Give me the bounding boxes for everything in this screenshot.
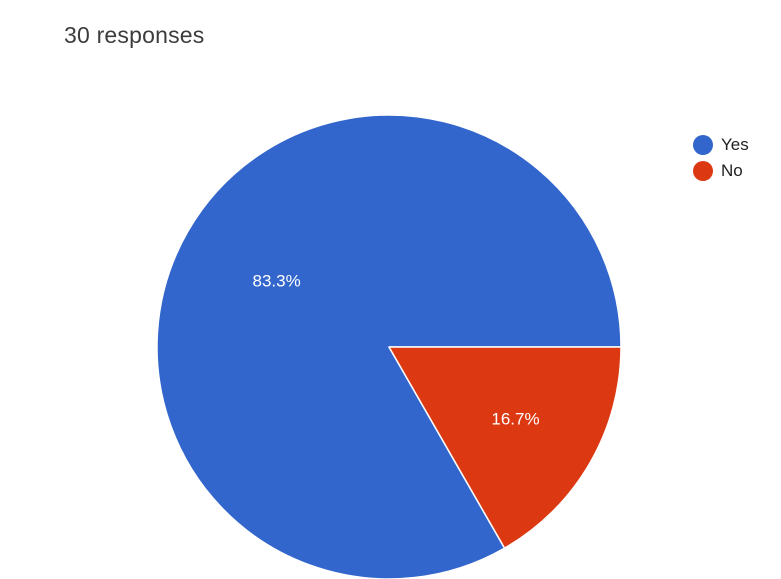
legend-label-yes: Yes bbox=[721, 135, 749, 154]
pie-slices bbox=[156, 114, 622, 579]
response-count: 30 responses bbox=[64, 22, 205, 48]
legend-item-no[interactable]: No bbox=[693, 160, 749, 182]
legend-label-no: No bbox=[721, 161, 743, 180]
legend-swatch-yes bbox=[693, 135, 713, 155]
legend-swatch-no bbox=[693, 161, 713, 181]
legend: Yes No bbox=[693, 134, 749, 186]
pie-slice-no[interactable] bbox=[388, 346, 622, 549]
legend-item-yes[interactable]: Yes bbox=[693, 134, 749, 156]
pie-label-no: 16.7% bbox=[491, 410, 539, 429]
pie-label-yes: 83.3% bbox=[252, 271, 300, 290]
pie-labels: 83.3% 16.7% bbox=[252, 271, 539, 428]
